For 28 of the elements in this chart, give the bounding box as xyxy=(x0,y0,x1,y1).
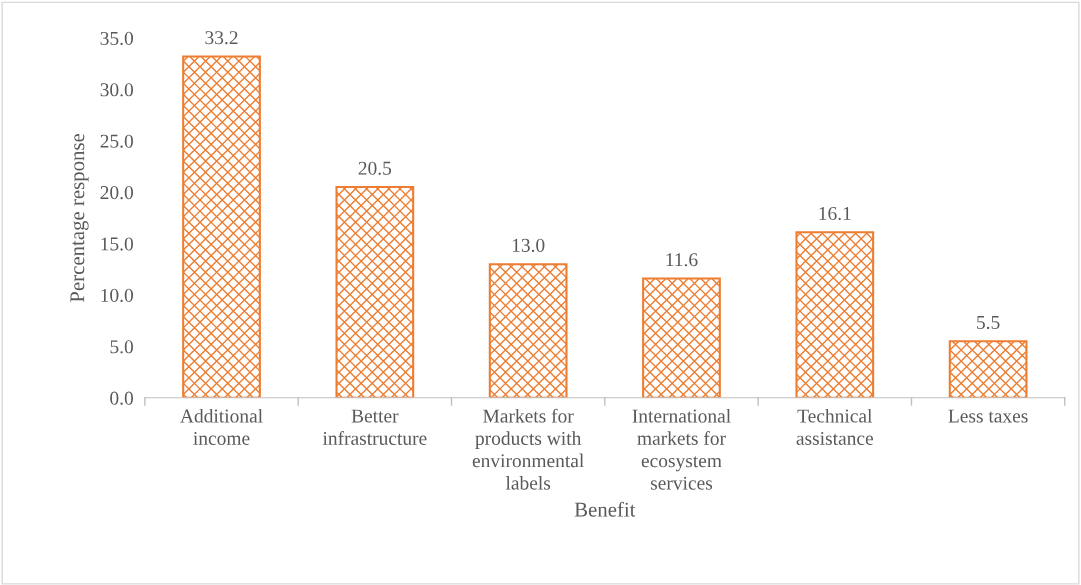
data-label: 20.5 xyxy=(358,161,392,175)
x-tick-label: International markets for ecosystem services xyxy=(632,408,731,490)
y-tick-label: 5.0 xyxy=(110,340,133,354)
bar xyxy=(335,186,415,398)
y-axis-title: Percentage response xyxy=(70,133,89,303)
data-label: 16.1 xyxy=(819,206,851,221)
data-label: 11.6 xyxy=(666,253,698,267)
y-tick-label: 0.0 xyxy=(110,391,133,405)
y-tick-label: 25.0 xyxy=(100,134,133,148)
x-tick-label: Technical assistance xyxy=(796,408,873,445)
x-tick-label: Markets for products with environmental labels xyxy=(472,408,584,490)
x-tick-label: Better infrastructure xyxy=(322,409,427,445)
x-tick-label: Less taxes xyxy=(948,409,1028,423)
bar xyxy=(795,231,875,398)
x-axis-title: Benefit xyxy=(574,501,636,517)
data-label: 33.2 xyxy=(205,31,238,45)
y-tick-label: 20.0 xyxy=(100,186,133,200)
y-tick-label: 35.0 xyxy=(100,31,133,46)
data-label: 5.5 xyxy=(977,316,1000,330)
bar xyxy=(642,277,721,398)
data-label: 13.0 xyxy=(512,238,545,252)
bar xyxy=(182,55,261,398)
y-tick-label: 15.0 xyxy=(101,237,133,251)
y-tick-label: 10.0 xyxy=(101,288,133,303)
x-tick-label: Additional income xyxy=(180,408,263,445)
y-tick-label: 30.0 xyxy=(100,83,133,97)
bar xyxy=(948,340,1028,398)
bar xyxy=(488,263,568,398)
